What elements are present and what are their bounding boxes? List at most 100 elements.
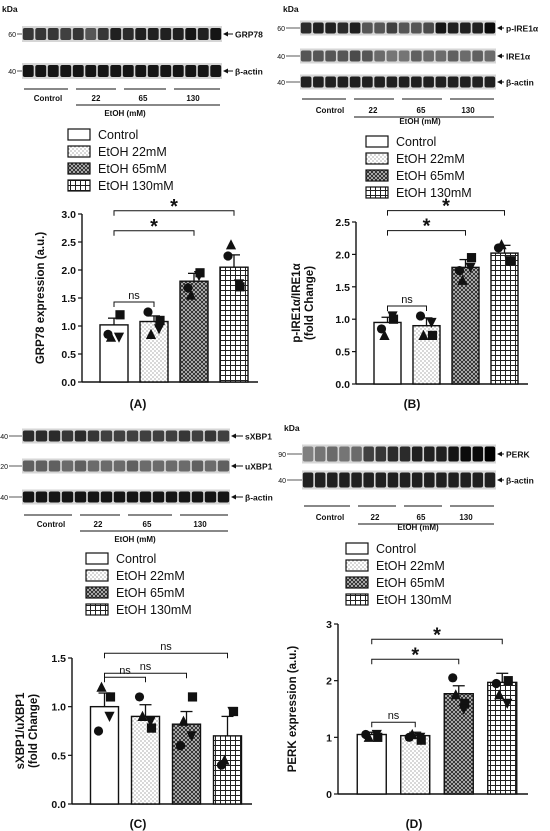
- blot-lane-band: [300, 76, 312, 88]
- blot-lane-band: [484, 76, 496, 88]
- blot-lane-band: [152, 491, 165, 503]
- y-tick-label: 1.0: [61, 321, 76, 333]
- blot-lane-band: [423, 22, 434, 34]
- blot-lane-band: [363, 446, 374, 462]
- mw-marker: 40: [0, 434, 8, 441]
- blot-lane-band: [22, 430, 35, 442]
- western-blot: kDa 60 GRP78 40 β-actin Control 22 65 130 EtOH (m…: [2, 4, 263, 118]
- band-arrow-head: [497, 451, 502, 457]
- blot-lane-band: [48, 430, 61, 442]
- blot-lane-band: [436, 446, 447, 462]
- lane-group-label: 22: [94, 520, 103, 529]
- blot-lane-band: [97, 65, 109, 77]
- significance-label: *: [433, 624, 441, 646]
- blot-lane-band: [210, 28, 222, 40]
- blot-lane-band: [126, 460, 139, 472]
- blot-lane-band: [460, 472, 471, 488]
- comparison-bracket: [387, 230, 466, 236]
- data-point: [178, 715, 189, 726]
- bar-chart: 0 1 2 3 PERK expression (a.u.) ns * *: [287, 619, 528, 801]
- blot-lane-band: [48, 491, 61, 503]
- blot-lane-band: [460, 50, 471, 62]
- blot-lane-band: [448, 472, 459, 488]
- legend-swatch: [67, 128, 91, 141]
- blot-lane-band: [48, 460, 61, 472]
- lane-group-label: 130: [186, 94, 200, 103]
- lane-group-label: 22: [371, 513, 380, 522]
- blot-lane-band: [375, 446, 387, 462]
- y-axis-label-line: PERK expression (a.u.): [287, 646, 299, 773]
- band-label: β-actin: [245, 493, 273, 503]
- blot-lane-band: [349, 50, 361, 62]
- blot-lane-band: [122, 65, 134, 77]
- blot-lane-band: [139, 430, 152, 442]
- blot-band-row: [302, 470, 496, 490]
- data-point: [454, 266, 465, 276]
- blot-lane-band: [185, 28, 197, 40]
- legend-entry: EtOH 130mM: [376, 593, 452, 607]
- blot-lane-band: [313, 50, 324, 62]
- blot-lane-band: [197, 28, 209, 40]
- blot-lane-band: [72, 65, 84, 77]
- blot-band-row: [22, 26, 222, 42]
- blot-lane-band: [423, 50, 434, 62]
- band-label: GRP78: [235, 30, 263, 40]
- bar: [487, 681, 518, 795]
- band-arrow-head: [223, 68, 228, 74]
- blot-lane-band: [152, 460, 165, 472]
- significance-label: ns: [401, 294, 413, 306]
- data-point: [105, 692, 116, 702]
- band-arrow-head: [497, 477, 502, 483]
- data-point: [185, 289, 197, 300]
- y-tick-label: 1.5: [61, 293, 76, 305]
- blot-lane-band: [447, 50, 459, 62]
- legend: Control EtOH 22mM EtOH 65mM EtOH 130mM: [67, 128, 174, 193]
- y-tick-label: 0: [326, 789, 332, 801]
- blot-lane-band: [460, 446, 471, 462]
- data-point: [426, 317, 437, 329]
- blot-lane-band: [363, 472, 374, 488]
- blot-lane-band: [204, 430, 217, 442]
- data-point: [137, 710, 148, 721]
- blot-lane-band: [113, 491, 126, 503]
- blot-lane-band: [339, 446, 350, 462]
- panel-a: kDa 60 GRP78 40 β-actin Control 22 65 130 EtOH (m…: [2, 4, 263, 411]
- blot-lane-band: [447, 22, 459, 34]
- y-axis-label: p-IRE1α/IRE1α (fold Change): [291, 263, 316, 342]
- blot-lane-band: [314, 472, 326, 488]
- y-tick-label: 3: [326, 619, 332, 631]
- blot-lane-band: [337, 50, 349, 62]
- legend-entry: EtOH 130mM: [396, 186, 472, 200]
- panel-c: 40 sXBP1 20 uXBP1 40 β-actin Control 22 65 130 EtO…: [0, 428, 273, 831]
- blot-lane-band: [139, 460, 152, 472]
- blot-lane-band: [411, 22, 422, 34]
- data-point: [502, 698, 513, 709]
- blot-band-row: [302, 444, 496, 464]
- comparison-bracket: [387, 210, 505, 216]
- band-arrow-head: [497, 79, 502, 85]
- blot-lane-band: [302, 446, 314, 462]
- y-tick-label: 2.5: [335, 217, 350, 229]
- blot-membrane: [22, 458, 230, 474]
- significance-label: ns: [160, 641, 172, 653]
- blot-lane-band: [411, 446, 423, 462]
- blot-membrane: [22, 63, 222, 79]
- blot-lane-band: [411, 76, 422, 88]
- y-tick-label: 1.5: [51, 653, 66, 665]
- legend-entry: EtOH 22mM: [98, 145, 167, 159]
- y-tick-label: 2.0: [335, 249, 350, 261]
- legend-swatch: [67, 179, 91, 192]
- significance-label: *: [423, 216, 431, 238]
- band-arrow-head: [223, 31, 228, 37]
- blot-lane-band: [217, 491, 230, 503]
- legend-entry: EtOH 65mM: [376, 576, 445, 590]
- legend-swatch: [85, 552, 109, 565]
- blot-lane-band: [152, 430, 165, 442]
- y-tick-label: 1.0: [335, 314, 350, 326]
- treatment-label: EtOH (mM): [397, 523, 439, 532]
- blot-lane-band: [472, 472, 484, 488]
- blot-lane-band: [375, 472, 387, 488]
- data-point: [93, 726, 104, 736]
- data-point: [503, 676, 513, 686]
- blot-membrane: [22, 26, 222, 42]
